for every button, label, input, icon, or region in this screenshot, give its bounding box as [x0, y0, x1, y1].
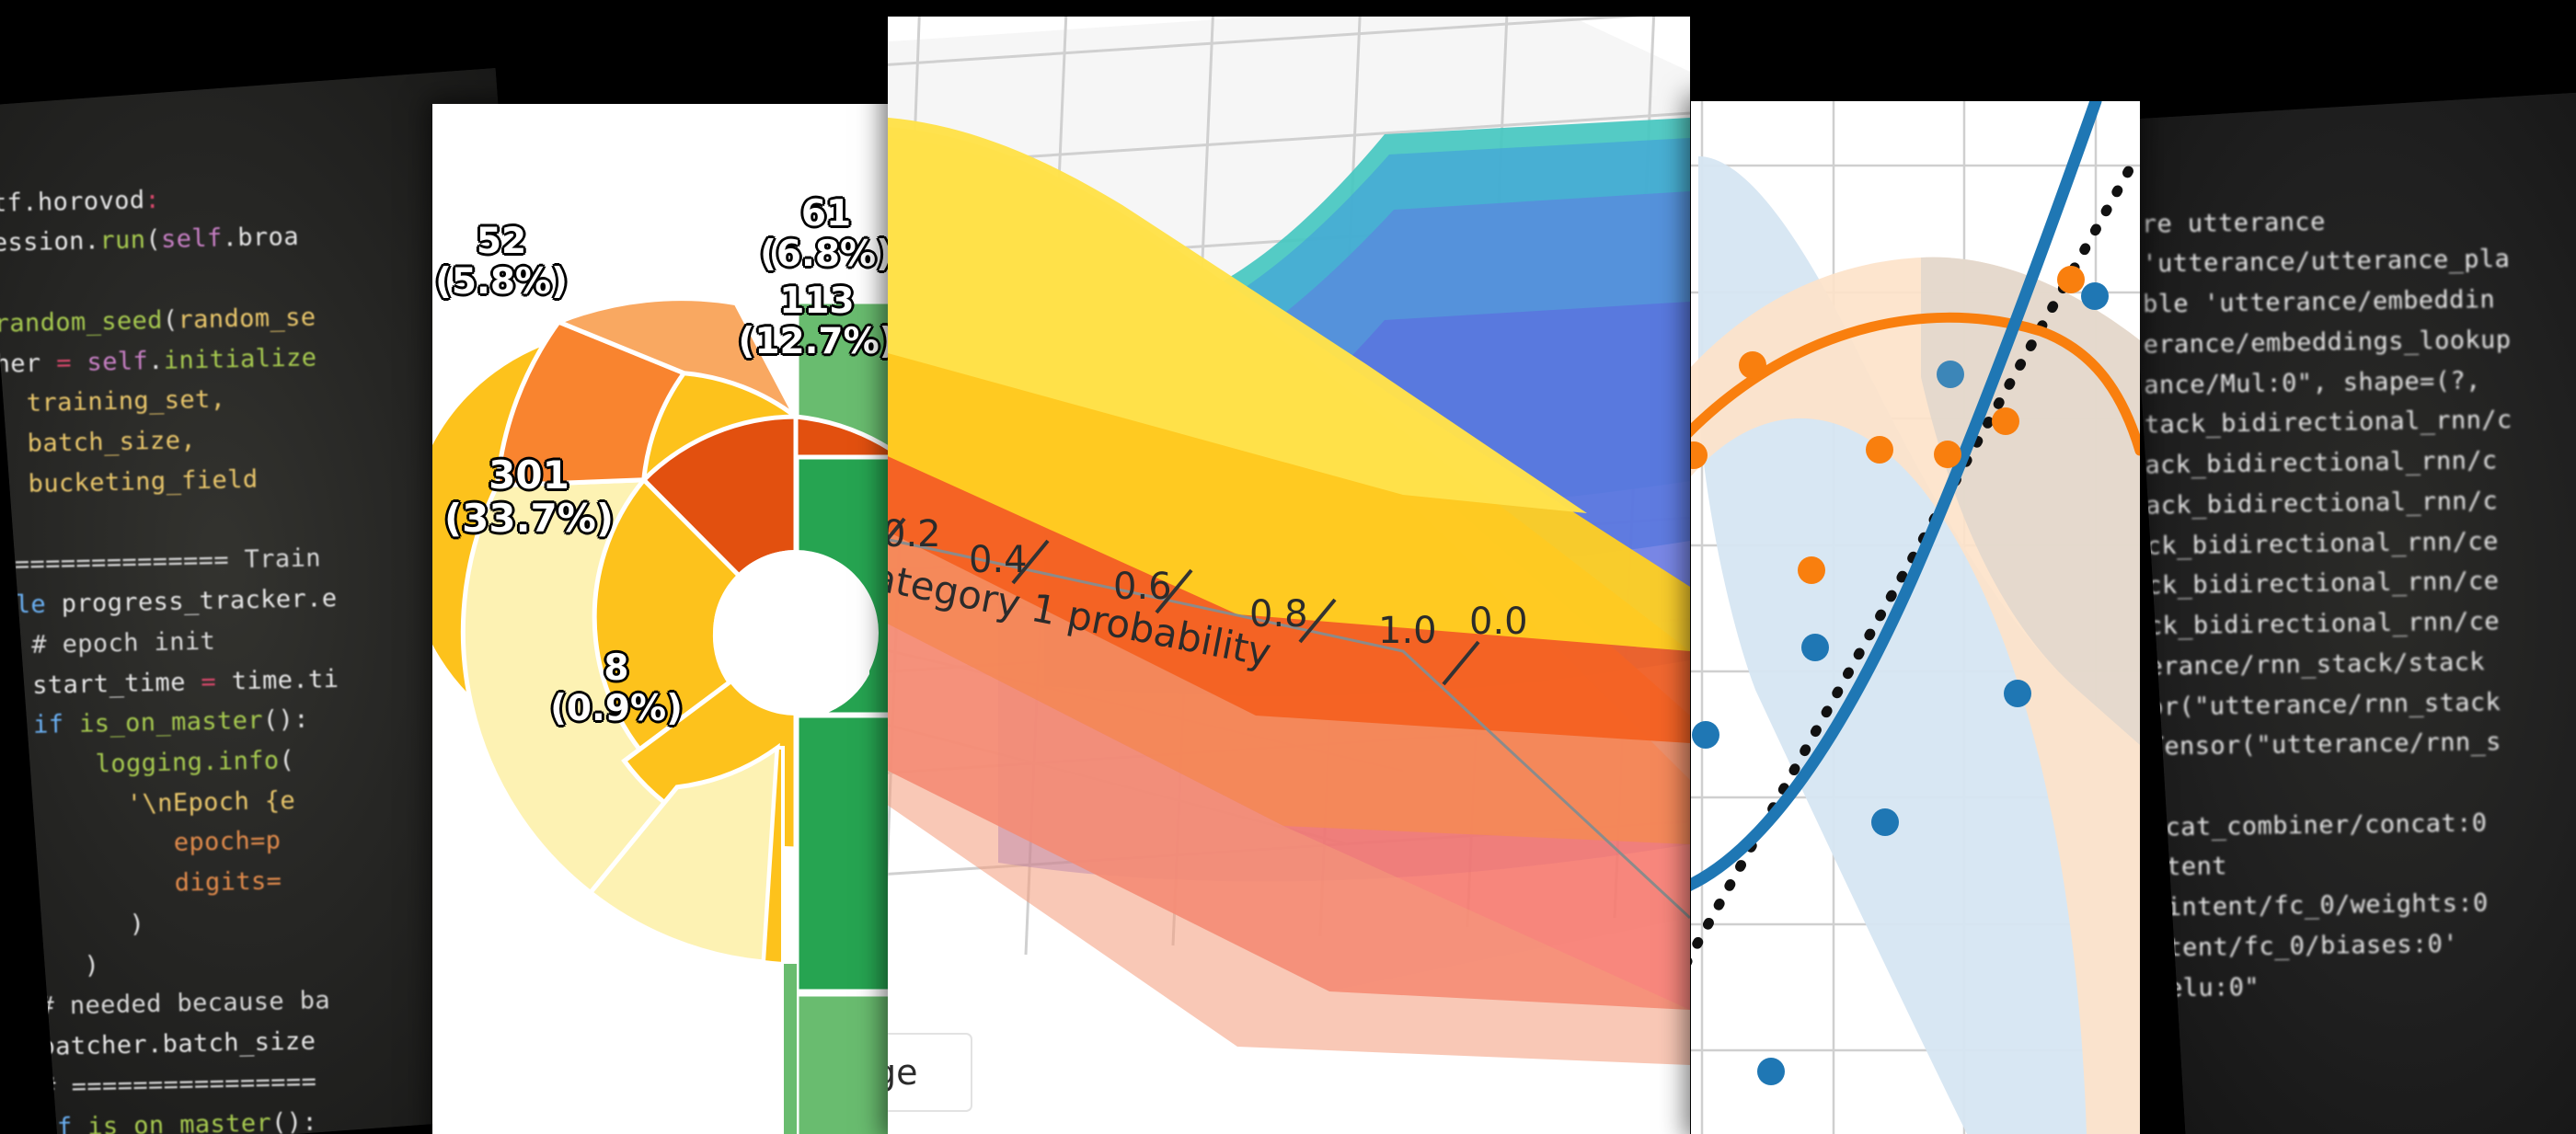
legend-label-3d: ge [888, 1052, 918, 1093]
sunburst-outer-yellow-sliver [761, 745, 785, 967]
sunburst-plot-area: 61 (6.8%) 52 (5.8%) 113 (12.7%) 301 (33.… [432, 104, 897, 1134]
data-point-orange [1934, 441, 1961, 468]
regression-scatter-chart [1691, 101, 2140, 1134]
sunburst-label-61: 61 (6.8%) [760, 193, 892, 275]
sunburst-label-113: 113 (12.7%) [738, 281, 896, 362]
axis-tick-0-2: 0.2 [888, 513, 941, 556]
data-point-blue [1801, 634, 1829, 661]
confidence-band-overlap [1921, 257, 2140, 745]
axis-ticks [888, 517, 1480, 686]
data-point-blue [2004, 680, 2031, 707]
data-point-orange [1866, 436, 1893, 464]
sunburst-bottom-green [784, 964, 797, 1134]
sunburst-svg [432, 296, 897, 1134]
data-point-orange [1992, 407, 2019, 435]
data-point-blue [2081, 282, 2109, 310]
sunburst-label-301: 301 (33.7%) [443, 452, 615, 542]
sunburst-center-hole-2 [713, 550, 879, 716]
data-point-blue [1757, 1058, 1785, 1085]
sunburst-chart: 61 (6.8%) 52 (5.8%) 113 (12.7%) 301 (33.… [432, 104, 897, 1134]
data-point-blue [1871, 808, 1899, 836]
data-point-blue [1937, 361, 1964, 388]
data-point-blue [1692, 721, 1719, 749]
code-editor-text: tf.horovod: ession.run(self.broa random_… [0, 185, 339, 1134]
axis-tick-0-8: 0.8 [1249, 593, 1308, 636]
axis-tick-y-0-0: 0.0 [1469, 601, 1528, 643]
axis-tick-1-0: 1.0 [1378, 610, 1437, 652]
reference-line-dotted [1691, 158, 2138, 966]
tensorflow-log-photo: re utterance 'utterance/utterance_pla bl… [2125, 88, 2576, 1134]
floor-shading [888, 624, 1690, 1065]
fit-curve-blue [1691, 101, 2102, 891]
axis-tick-0-6: 0.6 [1113, 566, 1172, 608]
legend-box-3d[interactable]: ge [888, 1033, 972, 1112]
sunburst-outer-orange-mid [494, 318, 688, 488]
sunburst-label-52: 52 (5.8%) [435, 221, 568, 303]
regression-scatter-svg [1691, 101, 2140, 1134]
fit-curve-orange [1691, 312, 2140, 456]
data-point-orange [2057, 266, 2085, 293]
surface-3d-svg [888, 17, 1690, 1134]
axis-tick-0-4: 0.4 [969, 539, 1028, 581]
sunburst-outer-green-dark-bottom [794, 713, 897, 994]
tensorflow-log-text: re utterance 'utterance/utterance_pla bl… [2141, 207, 2513, 1003]
axis-lines [888, 538, 1690, 920]
sunburst-outer-green-light-bottom [794, 991, 897, 1134]
data-point-orange [1691, 441, 1708, 469]
sunburst-label-8: 8 (0.9%) [550, 647, 683, 729]
sunburst-outer-orange-light [552, 296, 799, 418]
data-point-orange [1739, 351, 1766, 379]
surface-3d-chart: 0.2 0.4 0.6 0.8 1.0 0.0 category 1 proba… [888, 17, 1690, 1134]
data-point-orange [1798, 556, 1825, 584]
